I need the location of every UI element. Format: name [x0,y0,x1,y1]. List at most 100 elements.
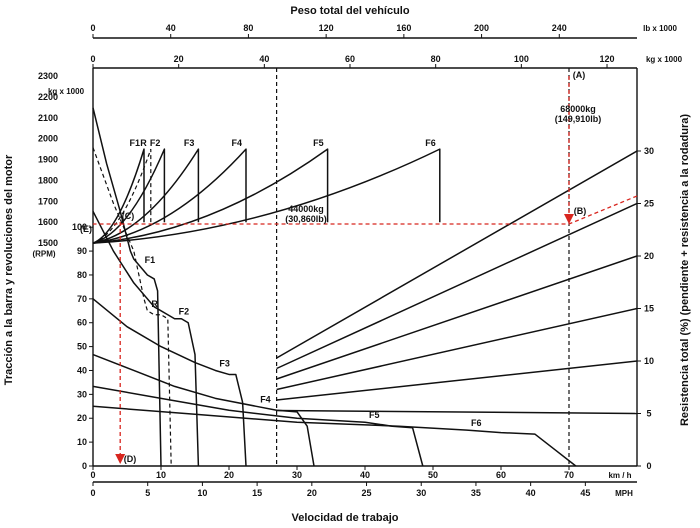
right-pct-tick-label: 5 [646,409,651,419]
mph-tick-label: 10 [197,488,207,498]
top-kg-tick-label: 80 [431,54,441,64]
x-tick-label: 30 [292,470,302,480]
curve-f2 [92,210,200,467]
rpm-label-f3: F3 [184,138,195,148]
rpm-curve-f3 [92,148,200,244]
right-pct-tick-label: 10 [644,356,654,366]
top-lb-tick-label: 0 [90,23,95,33]
top-lb-tick-label: 200 [474,23,489,33]
top-kg-tick-label: 40 [259,54,269,64]
x-tick-label: 20 [224,470,234,480]
x-unit-label: km / h [608,471,631,480]
curve-label-f5: F5 [369,410,380,420]
rpm-label-f2: F2 [150,138,161,148]
x-tick-label: 70 [564,470,574,480]
resistance-line-30 [276,150,638,359]
rpm-curve-f1 [92,148,145,244]
top-lb-tick-label: 120 [319,23,334,33]
resistance-line-5 [276,409,638,415]
mph-tick-label: 25 [362,488,372,498]
right-pct-tick-label: 25 [644,199,654,209]
left-lb-tick-label: 70 [77,294,87,304]
x-tick-label: 10 [156,470,166,480]
right-pct-tick-label: 0 [646,461,651,471]
rpm-tick-label: 2300 [38,71,58,81]
left-lb-tick-label: 40 [77,365,87,375]
resistance-line-25 [276,202,638,370]
curve-label-f2: F2 [179,307,190,317]
x-tick-label: 60 [496,470,506,480]
curve-label-f3: F3 [219,358,230,368]
left-lb-tick-label: 20 [77,413,87,423]
curve-label-r: R [151,299,158,309]
top-kg-tick-label: 100 [514,54,529,64]
rpm-label-r: R [140,138,147,148]
left-lb-tick-label: 30 [77,389,87,399]
left-lb-tick-label: 60 [77,318,87,328]
rpm-label-f6: F6 [425,138,436,148]
rpm-unit-label: (RPM) [32,250,55,259]
rpm-label-f4: F4 [231,138,242,148]
curve-r [92,147,172,467]
annotations: 68000kg(149,910lb) 44000kg(30,860lb) (A) (B… [80,68,638,466]
rpm-curve-f6 [92,148,441,244]
marker-b: (B) [574,206,587,216]
left-axis-title: Tracción a la barra y revoluciones del m… [3,154,15,385]
rpm-curves: F1 R F2 F3 F4 F5 F6 [92,138,441,244]
rpm-curve-f5 [92,148,329,244]
top-lb-tick-label: 240 [552,23,567,33]
annotation-149910lb: (149,910lb) [555,114,602,124]
rpm-tick-label: 1500 [38,238,58,248]
marker-d: (D) [124,454,137,464]
rpm-curve-f2 [92,148,166,244]
rpm-curve-f4 [92,148,247,244]
rpm-label-f1: F1 [129,138,140,148]
curve-f1 [92,107,162,467]
rpm-tick-label: 2000 [38,134,58,144]
top-kg-unit: kg x 1000 [646,55,683,64]
right-axis-title: Resistencia total (%) (pendiente + resis… [679,114,691,426]
left-lb-tick-label: 50 [77,342,87,352]
mph-tick-label: 0 [90,488,95,498]
top-kg-tick-label: 120 [600,54,615,64]
top-kg-tick-label: 0 [90,54,95,64]
left-lb-tick-label: 0 [82,461,87,471]
marker-c: (C) [122,211,135,221]
annotation-30860lb: (30,860lb) [285,214,327,224]
axes-group: 0 10 20 30 40 50 60 70 km / h0 5 10 15 20 25 30 35 40 45 M… [32,23,682,498]
mph-tick-label: 15 [252,488,262,498]
resistance-line-15 [276,307,638,391]
top-lb-tick-label: 40 [166,23,176,33]
x-tick-label: 50 [428,470,438,480]
resistance-line-20 [276,255,638,380]
rpm-tick-label: 1600 [38,217,58,227]
mph-tick-label: 40 [526,488,536,498]
rpm-tick-label: 1700 [38,196,58,206]
x-tick-label: 0 [90,470,95,480]
resistance-line-10 [276,360,638,401]
mph-tick-label: 35 [471,488,481,498]
rpm-tick-label: 1800 [38,175,58,185]
rpm-curve-r [92,148,152,244]
left-lb-tick-label: 80 [77,270,87,280]
arrow-b [564,214,574,224]
x-axis-title: Velocidad de trabajo [292,512,399,524]
rpm-tick-label: 1900 [38,155,58,165]
right-pct-tick-label: 15 [644,304,654,314]
right-pct-tick-label: 20 [644,251,654,261]
mph-tick-label: 45 [580,488,590,498]
rpm-tick-label: 2200 [38,92,58,102]
top-lb-tick-label: 160 [396,23,411,33]
resistance-lines [276,150,638,415]
mph-tick-label: 30 [416,488,426,498]
arrow-d [115,454,126,464]
x-tick-label: 40 [360,470,370,480]
curve-f6 [92,405,577,467]
left-kg-unit: kg x 1000 [48,87,85,96]
red-guide-b-e [93,195,638,225]
mph-tick-label: 5 [145,488,150,498]
marker-a: (A) [573,70,586,80]
right-pct-tick-label: 30 [644,146,654,156]
curve-f3 [92,298,247,467]
